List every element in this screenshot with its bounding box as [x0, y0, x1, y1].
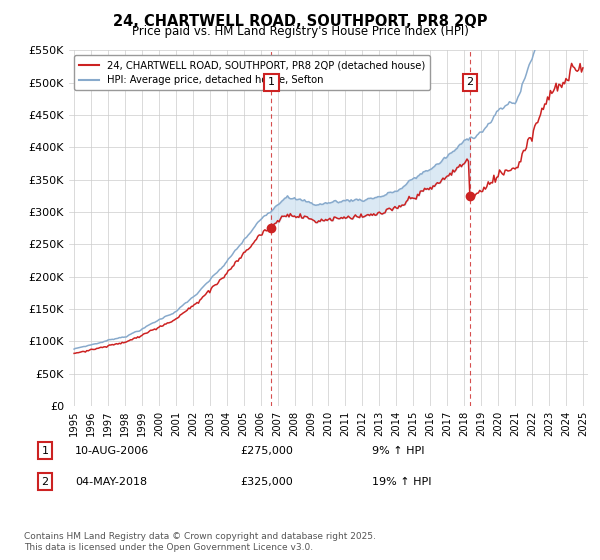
Text: 24, CHARTWELL ROAD, SOUTHPORT, PR8 2QP: 24, CHARTWELL ROAD, SOUTHPORT, PR8 2QP — [113, 14, 487, 29]
Text: 2: 2 — [466, 77, 473, 87]
Text: Price paid vs. HM Land Registry's House Price Index (HPI): Price paid vs. HM Land Registry's House … — [131, 25, 469, 38]
Text: 19% ↑ HPI: 19% ↑ HPI — [372, 477, 431, 487]
Text: £275,000: £275,000 — [240, 446, 293, 456]
Text: 1: 1 — [41, 446, 49, 456]
Text: 04-MAY-2018: 04-MAY-2018 — [75, 477, 147, 487]
Legend: 24, CHARTWELL ROAD, SOUTHPORT, PR8 2QP (detached house), HPI: Average price, det: 24, CHARTWELL ROAD, SOUTHPORT, PR8 2QP (… — [74, 55, 430, 90]
Text: 9% ↑ HPI: 9% ↑ HPI — [372, 446, 425, 456]
Text: 10-AUG-2006: 10-AUG-2006 — [75, 446, 149, 456]
Text: Contains HM Land Registry data © Crown copyright and database right 2025.
This d: Contains HM Land Registry data © Crown c… — [24, 532, 376, 552]
Text: 2: 2 — [41, 477, 49, 487]
Text: £325,000: £325,000 — [240, 477, 293, 487]
Text: 1: 1 — [268, 77, 275, 87]
